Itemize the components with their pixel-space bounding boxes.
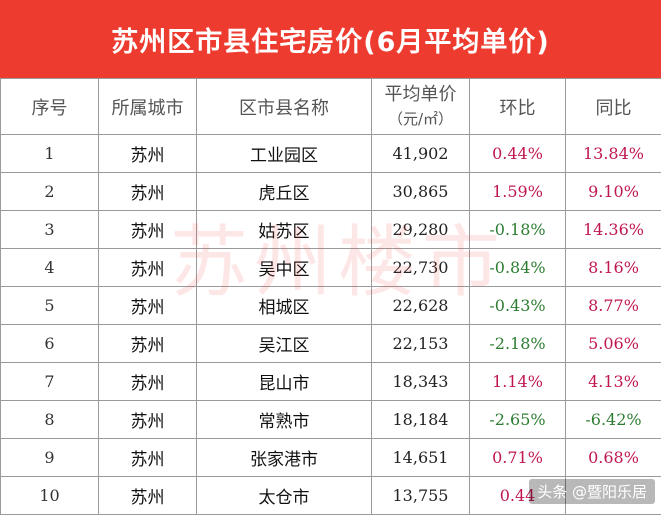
row-price: 14,651 bbox=[372, 439, 470, 477]
header-city: 所属城市 bbox=[99, 79, 197, 135]
header-price-label: 平均单价 bbox=[372, 83, 469, 107]
row-mom: -0.84% bbox=[470, 249, 566, 287]
row-district: 吴江区 bbox=[197, 325, 372, 363]
row-city: 苏州 bbox=[99, 439, 197, 477]
row-district: 虎丘区 bbox=[197, 173, 372, 211]
row-city: 苏州 bbox=[99, 249, 197, 287]
row-city: 苏州 bbox=[99, 173, 197, 211]
row-mom: -2.65% bbox=[470, 401, 566, 439]
row-yoy: 14.36% bbox=[566, 211, 661, 249]
row-city: 苏州 bbox=[99, 401, 197, 439]
row-yoy: 0.68% bbox=[566, 439, 661, 477]
row-mom: 1.59% bbox=[470, 173, 566, 211]
row-yoy: -6.42% bbox=[566, 401, 661, 439]
row-district: 吴中区 bbox=[197, 249, 372, 287]
row-price: 41,902 bbox=[372, 135, 470, 173]
row-district: 太仓市 bbox=[197, 477, 372, 515]
row-price: 13,755 bbox=[372, 477, 470, 515]
row-district: 姑苏区 bbox=[197, 211, 372, 249]
row-index: 8 bbox=[1, 401, 99, 439]
row-city: 苏州 bbox=[99, 363, 197, 401]
row-index: 9 bbox=[1, 439, 99, 477]
row-yoy: 4.13% bbox=[566, 363, 661, 401]
row-city: 苏州 bbox=[99, 135, 197, 173]
row-yoy: 13.84% bbox=[566, 135, 661, 173]
row-index: 6 bbox=[1, 325, 99, 363]
header-mom: 环比 bbox=[470, 79, 566, 135]
row-price: 22,730 bbox=[372, 249, 470, 287]
row-price: 18,184 bbox=[372, 401, 470, 439]
row-mom: -2.18% bbox=[470, 325, 566, 363]
row-index: 7 bbox=[1, 363, 99, 401]
row-price: 29,280 bbox=[372, 211, 470, 249]
row-mom: 1.14% bbox=[470, 363, 566, 401]
row-price: 22,153 bbox=[372, 325, 470, 363]
row-mom: -0.18% bbox=[470, 211, 566, 249]
row-price: 22,628 bbox=[372, 287, 470, 325]
row-mom: -0.43% bbox=[470, 287, 566, 325]
header-district: 区市县名称 bbox=[197, 79, 372, 135]
source-credit: 头条 @暨阳乐居 bbox=[529, 479, 655, 504]
table-title: 苏州区市县住宅房价(6月平均单价) bbox=[0, 0, 661, 78]
row-index: 1 bbox=[1, 135, 99, 173]
row-price: 30,865 bbox=[372, 173, 470, 211]
row-district: 昆山市 bbox=[197, 363, 372, 401]
row-mom: 0.71% bbox=[470, 439, 566, 477]
row-index: 4 bbox=[1, 249, 99, 287]
row-yoy: 9.10% bbox=[566, 173, 661, 211]
row-index: 5 bbox=[1, 287, 99, 325]
row-yoy: 8.16% bbox=[566, 249, 661, 287]
row-yoy: 8.77% bbox=[566, 287, 661, 325]
header-yoy: 同比 bbox=[566, 79, 661, 135]
row-district: 张家港市 bbox=[197, 439, 372, 477]
header-price: 平均单价 （元/㎡） bbox=[372, 79, 470, 135]
row-yoy: 5.06% bbox=[566, 325, 661, 363]
row-price: 18,343 bbox=[372, 363, 470, 401]
row-district: 工业园区 bbox=[197, 135, 372, 173]
row-city: 苏州 bbox=[99, 477, 197, 515]
row-district: 相城区 bbox=[197, 287, 372, 325]
row-city: 苏州 bbox=[99, 287, 197, 325]
row-district: 常熟市 bbox=[197, 401, 372, 439]
row-index: 10 bbox=[1, 477, 99, 515]
row-index: 3 bbox=[1, 211, 99, 249]
row-city: 苏州 bbox=[99, 325, 197, 363]
row-mom: 0.44% bbox=[470, 135, 566, 173]
header-index: 序号 bbox=[1, 79, 99, 135]
row-city: 苏州 bbox=[99, 211, 197, 249]
row-index: 2 bbox=[1, 173, 99, 211]
header-row: 序号 所属城市 区市县名称 平均单价 （元/㎡） 环比 同比 bbox=[1, 79, 661, 135]
header-price-unit: （元/㎡） bbox=[372, 107, 469, 131]
